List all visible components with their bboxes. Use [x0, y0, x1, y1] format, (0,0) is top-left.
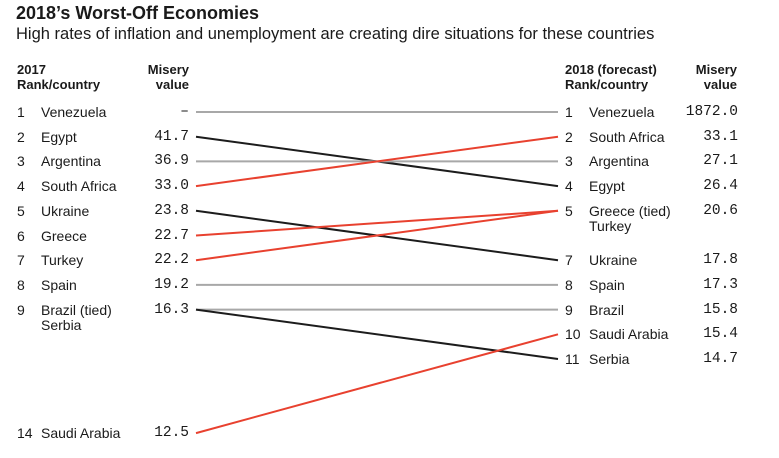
left-rank: 3: [17, 153, 25, 170]
right-rank: 8: [565, 276, 573, 293]
chart-subtitle: High rates of inflation and unemployment…: [16, 25, 655, 43]
right-misery-value: 20.6: [703, 202, 738, 219]
left-country: Argentina: [41, 153, 101, 170]
connector-line-serbia: [195, 308, 559, 360]
left-misery-value: 19.2: [154, 276, 189, 293]
right-rank: 7: [565, 252, 573, 269]
left-country-tied: Serbia: [41, 316, 82, 333]
left-misery-value: 12.5: [154, 425, 189, 442]
right-header-year: 2018 (forecast): [565, 62, 657, 77]
left-rank: 6: [17, 227, 25, 244]
left-misery-value: 16.3: [154, 301, 189, 318]
left-rank: 8: [17, 276, 25, 293]
right-country: Venezuela: [589, 104, 655, 120]
right-value-header: Misery value: [677, 62, 737, 92]
right-country: Serbia: [589, 351, 630, 367]
right-country: Spain: [589, 276, 625, 293]
left-header-year: 2017: [17, 62, 46, 77]
left-misery-value: 33.0: [154, 178, 189, 195]
connector-line-saudi-arabia: [195, 333, 559, 435]
left-country: Spain: [41, 276, 77, 293]
right-misery-value: 1872.0: [685, 104, 738, 120]
left-country: Turkey: [41, 252, 84, 269]
right-rank: 4: [565, 178, 573, 195]
chart-title: 2018’s Worst-Off Economies: [16, 3, 260, 23]
right-country: Ukraine: [589, 252, 638, 269]
left-rank: 5: [17, 202, 25, 219]
left-rank: 4: [17, 178, 25, 195]
right-misery-value: 14.7: [703, 351, 738, 367]
right-country: Saudi Arabia: [589, 326, 669, 343]
right-misery-value: 33.1: [703, 128, 738, 145]
right-value-header-line1: Misery: [695, 62, 737, 77]
left-country: Greece: [41, 227, 87, 244]
right-country: Argentina: [589, 153, 649, 170]
left-country: Venezuela: [41, 104, 107, 120]
right-rank: 1: [565, 104, 573, 120]
right-country: Egypt: [589, 178, 625, 195]
right-rank: 11: [565, 351, 580, 367]
left-misery-value: 22.7: [154, 227, 189, 244]
connector-line-turkey: [195, 209, 559, 262]
right-misery-value: 15.4: [703, 326, 738, 343]
left-country: Ukraine: [41, 202, 90, 219]
right-country: South Africa: [589, 128, 665, 145]
left-rank: 1: [17, 104, 25, 120]
right-misery-value: 26.4: [703, 178, 738, 195]
connector-line-south-africa: [195, 135, 559, 188]
left-header-label: Rank/country: [17, 77, 101, 92]
right-misery-value: 27.1: [703, 153, 738, 170]
right-country-tied: Turkey: [589, 217, 632, 234]
left-rank: 9: [17, 301, 25, 318]
left-value-header-line2: value: [155, 77, 189, 92]
left-misery-value: 23.8: [154, 202, 189, 219]
connector-line-greece: [195, 209, 559, 237]
right-rank: 5: [565, 202, 573, 219]
left-rank: 14: [17, 425, 33, 442]
left-value-header: Misery value: [129, 62, 189, 92]
right-header-label: Rank/country: [565, 77, 649, 92]
right-rank: 9: [565, 301, 573, 318]
right-country: Greece (tied): [589, 202, 671, 219]
right-country: Brazil: [589, 301, 625, 318]
right-rank: 2: [565, 128, 573, 145]
left-country: Brazil (tied): [41, 301, 112, 318]
left-rank-country-header: 2017 Rank/country: [17, 62, 100, 92]
right-misery-value: 17.3: [703, 276, 738, 293]
left-country: Egypt: [41, 128, 77, 145]
left-country: South Africa: [41, 178, 117, 195]
left-rank: 7: [17, 252, 25, 269]
right-rank: 10: [565, 326, 581, 343]
right-value-header-line2: value: [703, 77, 737, 92]
left-value-header-line1: Misery: [147, 62, 189, 77]
left-misery-value: –: [180, 104, 189, 120]
right-rank: 3: [565, 153, 573, 170]
right-misery-value: 17.8: [703, 252, 738, 269]
left-misery-value: 22.2: [154, 252, 189, 269]
left-rank: 2: [17, 128, 25, 145]
right-rank-country-header: 2018 (forecast) Rank/country: [565, 62, 657, 92]
right-misery-value: 15.8: [703, 301, 738, 318]
left-misery-value: 36.9: [154, 153, 189, 170]
left-country: Saudi Arabia: [41, 425, 121, 442]
left-misery-value: 41.7: [154, 128, 189, 145]
